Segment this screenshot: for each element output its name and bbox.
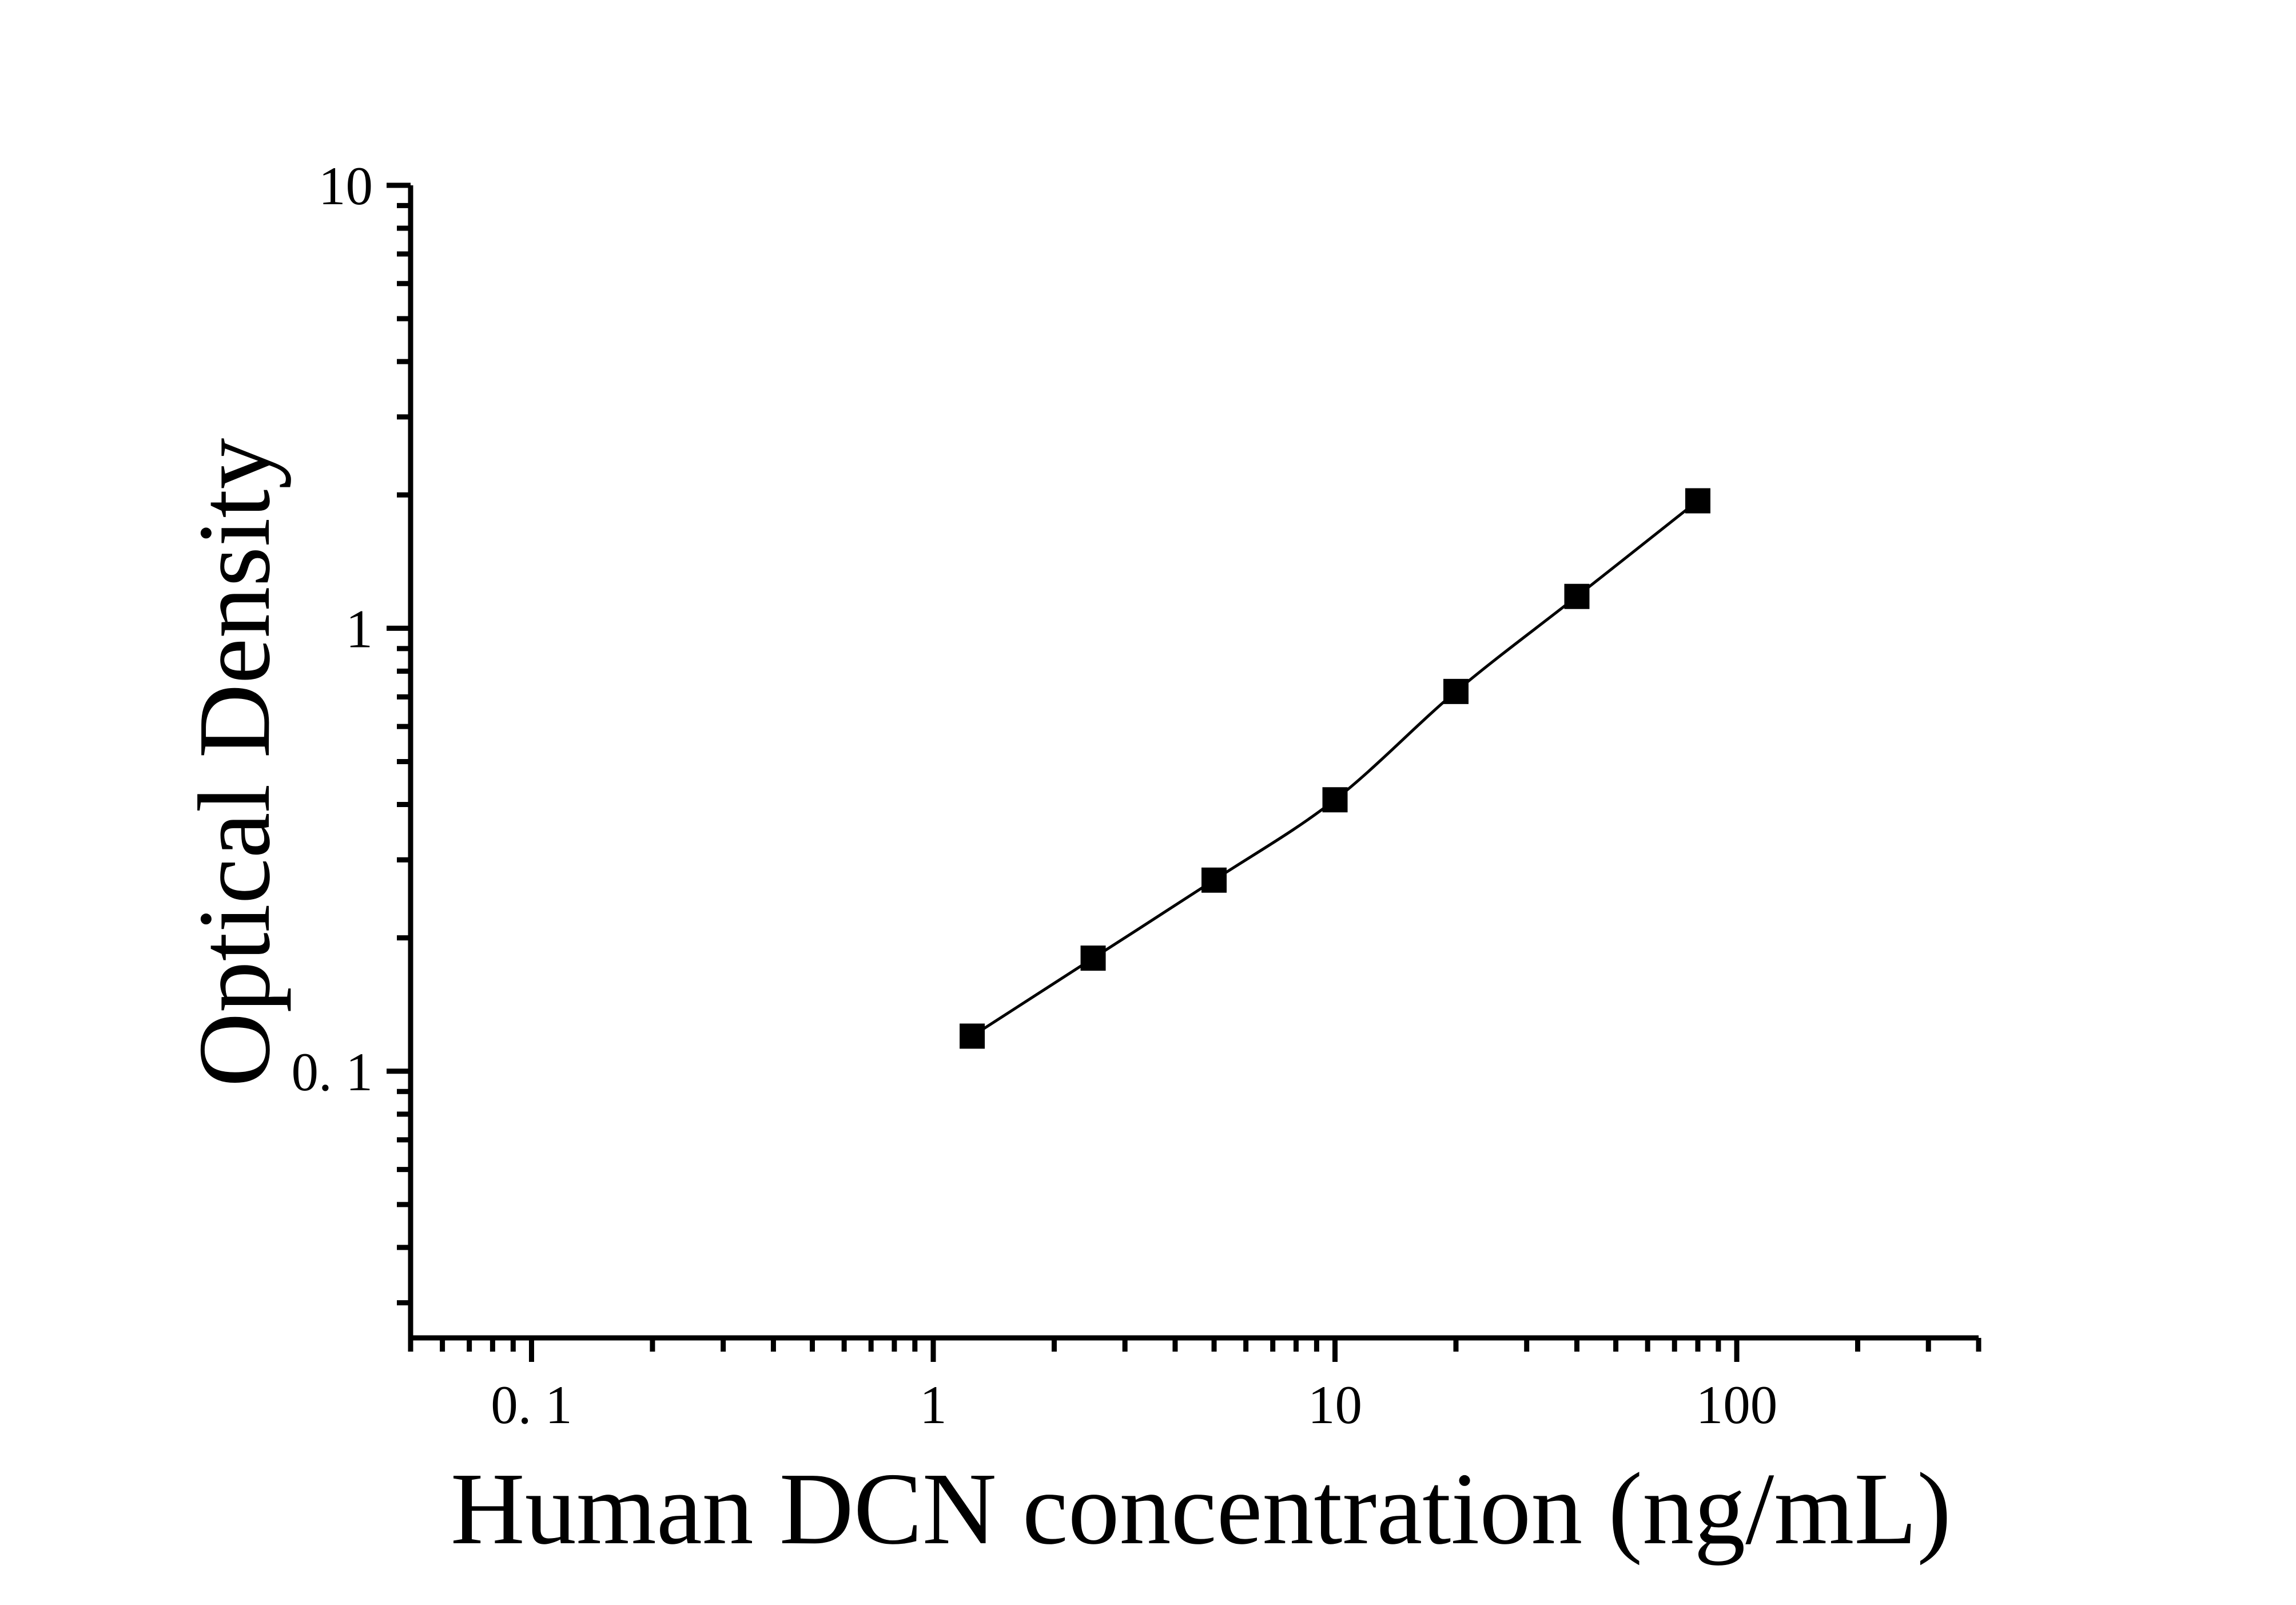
y-tick-label: 10: [319, 156, 373, 216]
x-tick-label: 1: [920, 1374, 947, 1435]
y-tick-label: 1: [346, 598, 373, 659]
data-point-marker: [960, 1023, 985, 1049]
x-axis-title: Human DCN concentration (ng/mL): [451, 1452, 1951, 1566]
x-tick-label: 10: [1308, 1374, 1362, 1435]
y-tick-label: 0. 1: [292, 1042, 373, 1102]
data-point-marker: [1443, 678, 1469, 704]
x-tick-label: 100: [1696, 1374, 1778, 1435]
axis-tick-labels: 0. 1 1 10 100 0. 1 1 10: [292, 156, 1778, 1435]
data-point-marker: [1685, 488, 1710, 514]
y-axis-title: Optical Density: [177, 438, 291, 1087]
data-point-marker: [1322, 787, 1348, 813]
data-point-marker: [1201, 867, 1227, 893]
axis-ticks: [387, 182, 1981, 1362]
data-point-marker: [1564, 583, 1590, 609]
x-tick-label: 0. 1: [491, 1374, 572, 1435]
data-point-marker: [1080, 945, 1106, 971]
data-series: [960, 488, 1710, 1049]
